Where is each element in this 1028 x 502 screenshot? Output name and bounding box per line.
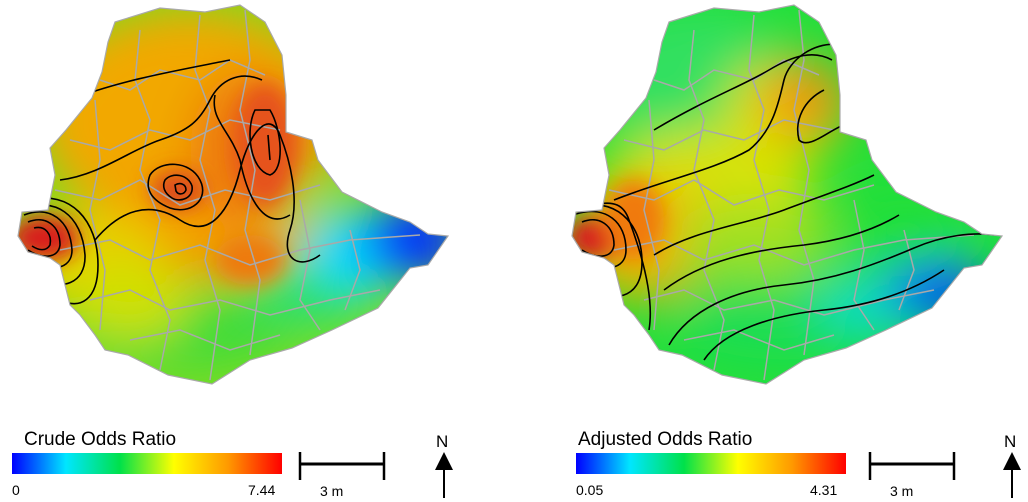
adjusted-odds-contours	[573, 43, 995, 361]
crude-odds-map-panel: Crude Odds Ratio 0 7.44 3 m N	[12, 4, 453, 499]
adjusted-odds-color-ramp	[576, 453, 846, 474]
crude-odds-north-arrow-icon	[435, 452, 453, 498]
adjusted-odds-map	[571, 4, 1004, 385]
crude-odds-min-label: 0	[12, 482, 20, 498]
crude-odds-north-label: N	[436, 432, 449, 451]
adjusted-odds-north-label: N	[1004, 432, 1017, 451]
adjusted-odds-scale-bar	[868, 452, 956, 480]
adjusted-odds-north-arrow-icon	[1003, 452, 1021, 498]
crude-odds-color-ramp	[12, 453, 282, 474]
crude-odds-scale-label: 3 m	[320, 483, 344, 499]
adjusted-odds-min-label: 0.05	[576, 482, 604, 498]
crude-odds-legend-title: Crude Odds Ratio	[24, 429, 177, 450]
adjusted-odds-country-outline	[571, 4, 1004, 385]
adjusted-odds-max-label: 4.31	[810, 482, 838, 498]
crude-odds-map	[17, 4, 450, 385]
adjusted-odds-surface	[572, 5, 1002, 384]
adjusted-odds-scale-label: 3 m	[890, 483, 914, 499]
adjusted-odds-admin-boundaries	[608, 9, 975, 381]
crude-odds-scale-bar	[298, 452, 386, 480]
crude-odds-admin-boundaries	[54, 9, 421, 381]
crude-odds-surface	[18, 5, 448, 384]
adjusted-odds-map-panel: Adjusted Odds Ratio 0.05 4.31 3 m N	[554, 0, 1028, 502]
adjusted-odds-legend-title: Adjusted Odds Ratio	[578, 429, 753, 450]
crude-odds-country-outline	[17, 4, 450, 385]
crude-odds-max-label: 7.44	[248, 482, 276, 498]
